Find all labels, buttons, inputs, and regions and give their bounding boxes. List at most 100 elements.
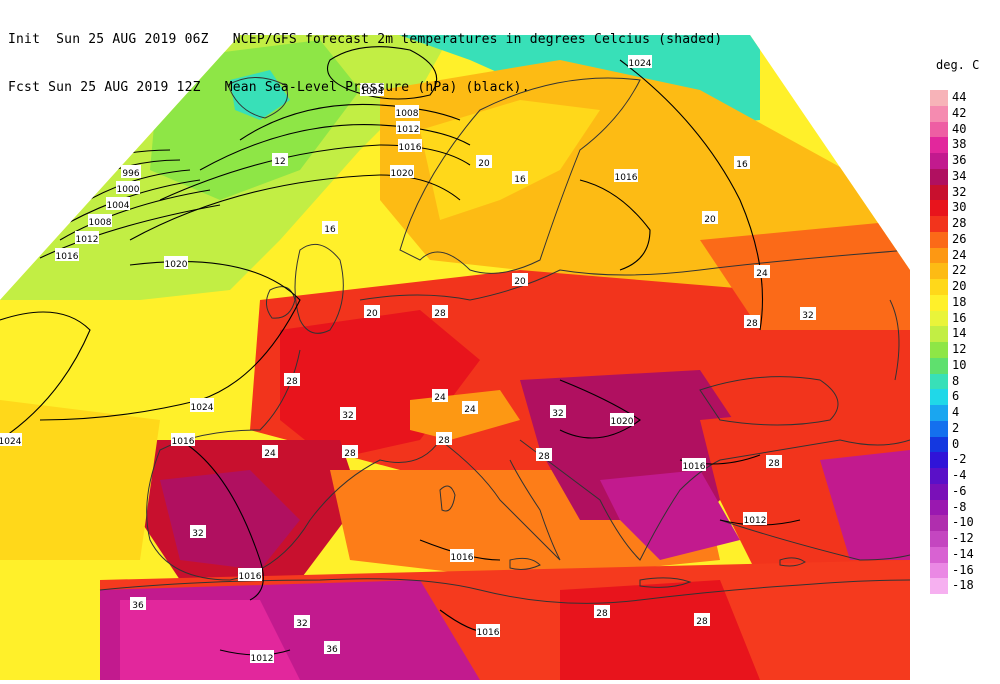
legend-swatch bbox=[930, 373, 948, 390]
coast-scandinavia bbox=[399, 77, 641, 274]
temp-label: 28 bbox=[432, 305, 448, 319]
isobar-label: 1020 bbox=[610, 413, 634, 427]
legend-row: -12 bbox=[930, 531, 994, 547]
legend-label: 28 bbox=[952, 216, 967, 230]
coast-ireland bbox=[266, 286, 296, 319]
legend-label: 30 bbox=[952, 200, 967, 215]
legend-label: 14 bbox=[952, 326, 967, 341]
scandinavia-cool bbox=[420, 100, 600, 220]
temp-label-text: 28 bbox=[438, 436, 450, 446]
legend-label: -6 bbox=[952, 483, 967, 498]
legend-row: 10 bbox=[930, 357, 994, 374]
legend-label: -8 bbox=[952, 499, 967, 514]
isobar-label: 1016 bbox=[171, 433, 195, 447]
legend-row: 34 bbox=[930, 168, 994, 185]
legend-swatch bbox=[930, 294, 948, 311]
coast-italy bbox=[439, 439, 561, 561]
iceland-cold bbox=[230, 70, 290, 120]
legend-row: 36 bbox=[930, 153, 994, 169]
temp-label-text: 28 bbox=[768, 459, 780, 469]
isobar-label: 1016 bbox=[238, 568, 262, 582]
temp-label-text: 24 bbox=[434, 393, 446, 403]
legend-row: -4 bbox=[930, 468, 994, 484]
temp-label-text: 20 bbox=[478, 159, 490, 169]
isobar-labels: 1024 1004 1008 1012 1016 1020 996 1000 1… bbox=[0, 55, 767, 664]
temp-label-text: 36 bbox=[326, 645, 338, 655]
legend-swatch bbox=[930, 247, 948, 264]
coast-cyprus bbox=[779, 557, 806, 567]
legend-swatch bbox=[930, 184, 948, 201]
temp-label-text: 28 bbox=[696, 617, 708, 627]
temp-label: 24 bbox=[754, 265, 770, 279]
temp-label-text: 32 bbox=[296, 619, 307, 629]
temp-label: 36 bbox=[130, 597, 146, 611]
isobar-label-text: 1008 bbox=[89, 218, 112, 228]
isobar-label-text: 1016 bbox=[451, 553, 474, 563]
isobar-label: 996 bbox=[121, 165, 141, 179]
legend-swatch bbox=[930, 405, 948, 421]
legend-label: 18 bbox=[952, 294, 967, 309]
legend-row: 18 bbox=[930, 294, 994, 311]
temp-label-text: 20 bbox=[704, 215, 716, 225]
legend-row: -6 bbox=[930, 483, 994, 500]
temp-label-text: 36 bbox=[132, 601, 144, 611]
temperature-labels: 20 16 12 16 20 28 32 24 20 28 32 24 28 2… bbox=[130, 153, 816, 655]
legend-row: 16 bbox=[930, 310, 994, 327]
legend-label: -4 bbox=[952, 468, 967, 482]
legend-row: 26 bbox=[930, 231, 994, 248]
coast-sardinia bbox=[439, 485, 456, 512]
isobar-1020-loop bbox=[39, 261, 301, 421]
coast-africa bbox=[99, 578, 910, 604]
temperature-legend: 44 42 40 38 36 34 32 30 28 26 24 22 20 18 16 14 12 10 8 6 4 2… bbox=[930, 90, 994, 594]
legend-swatch bbox=[930, 342, 948, 358]
temp-label-text: 32 bbox=[552, 409, 563, 419]
legend-label: 38 bbox=[952, 137, 967, 152]
isobar-1024-west bbox=[0, 311, 91, 441]
legend-row: 30 bbox=[930, 200, 994, 216]
legend-label: 4 bbox=[952, 405, 960, 419]
temp-label: 32 bbox=[294, 615, 310, 629]
temp-label: 24 bbox=[432, 389, 448, 403]
isobar-label-text: 1024 bbox=[629, 59, 652, 69]
isobar-label-text: 1016 bbox=[683, 462, 706, 472]
temp-label-text: 16 bbox=[324, 225, 336, 235]
isobar-label: 1020 bbox=[164, 256, 188, 270]
isobar-1012-w bbox=[59, 189, 211, 241]
coast-turkey bbox=[719, 439, 910, 561]
legend-row: 20 bbox=[930, 279, 994, 295]
isobar-label-text: 1000 bbox=[117, 185, 140, 195]
temp-label-text: 28 bbox=[434, 309, 446, 319]
isobar-1012 bbox=[199, 124, 471, 171]
legend-swatch bbox=[930, 357, 948, 374]
temp-label: 32 bbox=[340, 407, 356, 421]
temp-label: 28 bbox=[594, 605, 610, 619]
legend-row: 8 bbox=[930, 373, 994, 390]
isobar-label-text: 1012 bbox=[397, 125, 420, 135]
legend-swatch bbox=[930, 326, 948, 342]
isobar-label: 1016 bbox=[682, 458, 706, 472]
temp-label-text: 32 bbox=[802, 311, 813, 321]
legend-label: 34 bbox=[952, 168, 967, 183]
temp-label: 28 bbox=[694, 613, 710, 627]
temp-label: 16 bbox=[512, 171, 528, 185]
isobar-label-text: 1004 bbox=[361, 87, 384, 97]
temp-label: 12 bbox=[272, 153, 288, 167]
isobar-label: 1016 bbox=[398, 139, 422, 153]
temp-label: 16 bbox=[734, 156, 750, 170]
isobar-1020-north bbox=[129, 174, 461, 241]
legend-label: 6 bbox=[952, 389, 960, 404]
map-header: Init Sun 25 AUG 2019 06Z NCEP/GFS foreca… bbox=[8, 0, 722, 112]
legend-swatch bbox=[930, 468, 948, 484]
legend-swatch bbox=[930, 121, 948, 138]
temp-label-text: 24 bbox=[264, 449, 276, 459]
legend-swatch bbox=[930, 216, 948, 232]
legend-label: 42 bbox=[952, 105, 967, 120]
legend-swatch bbox=[930, 562, 948, 579]
legend-label: 10 bbox=[952, 357, 967, 372]
legend-label: 32 bbox=[952, 184, 967, 199]
temp-label: 28 bbox=[744, 315, 760, 329]
isobar-label: 1024 bbox=[190, 399, 214, 413]
header-init-line: Init Sun 25 AUG 2019 06Z NCEP/GFS foreca… bbox=[8, 32, 723, 47]
